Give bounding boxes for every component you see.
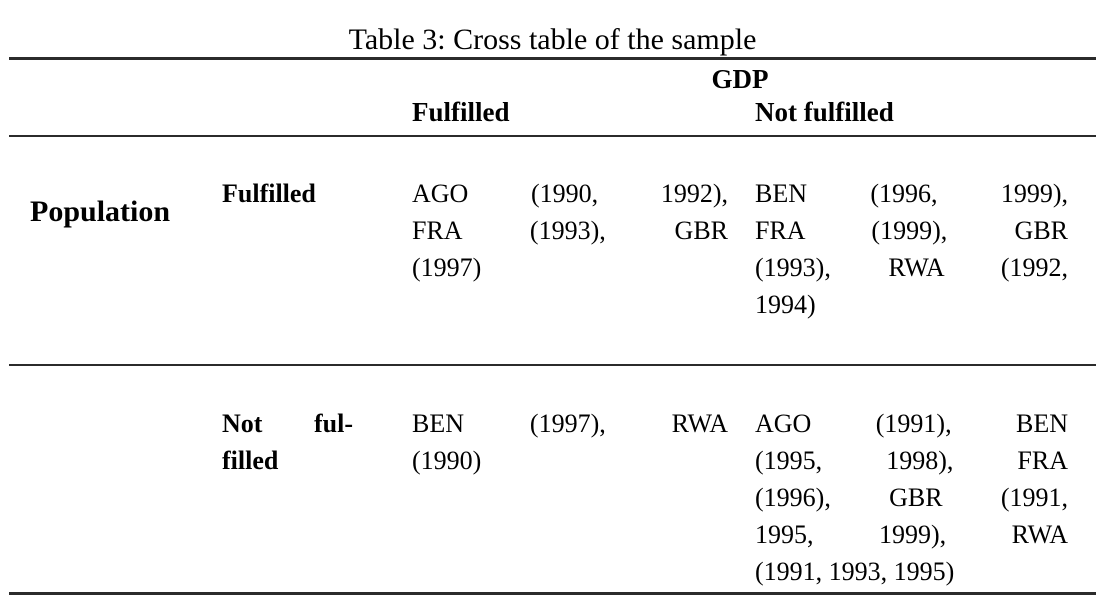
- table-caption: Table 3: Cross table of the sample: [348, 23, 757, 56]
- table-top-rule: [9, 57, 1096, 60]
- cell-pop-fulfilled-gdp-not-fulfilled: BEN (1996, 1999), FRA (1999), GBR (1993), …: [755, 179, 1068, 319]
- table-bottom-rule: [9, 592, 1096, 595]
- row-label-population-fulfilled: Fulfilled: [222, 179, 316, 208]
- cell-pop-not-fulfilled-gdp-not-fulfilled: AGO (1991), BEN (1995, 1998), FRA (1996), …: [755, 409, 1068, 586]
- table-header-rule: [9, 135, 1096, 138]
- column-header-gdp-not-fulfilled: Not fulfilled: [755, 97, 894, 127]
- row-label-population-not-fulfilled: Not ful-filled: [222, 409, 353, 475]
- cell-pop-not-fulfilled-gdp-fulfilled: BEN (1997), RWA (1990): [412, 409, 728, 475]
- column-group-header-gdp: GDP: [711, 64, 769, 94]
- column-header-gdp-fulfilled: Fulfilled: [412, 97, 510, 127]
- cell-pop-fulfilled-gdp-fulfilled: AGO (1990, 1992), FRA (1993), GBR (1997): [412, 179, 728, 282]
- table-mid-rule: [9, 364, 1096, 366]
- row-group-header-population: Population: [30, 195, 171, 228]
